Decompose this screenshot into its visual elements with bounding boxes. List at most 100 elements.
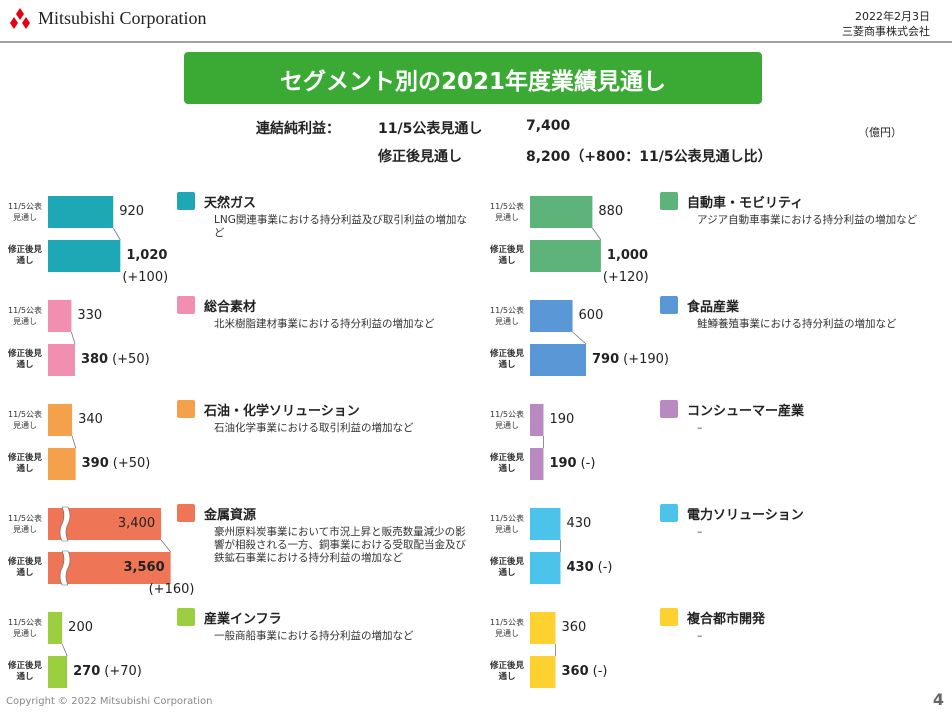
category-label: 11/5公表見通し <box>490 202 524 222</box>
summary-value: 8,200（+800：11/5公表見通し比） <box>526 149 772 165</box>
value-text: 330 <box>77 308 103 323</box>
bar <box>530 508 561 540</box>
bar <box>530 300 573 332</box>
segment-description: – <box>697 422 703 434</box>
value-label: 3,400 <box>118 516 155 531</box>
connector <box>160 539 171 553</box>
segment-description: 豪州原料炭事業において市況上昇と販売数量減少の影響が相殺される一方、銅事業におけ… <box>214 526 466 564</box>
value-text: 3,400 <box>117 516 156 531</box>
bar <box>530 196 593 228</box>
value-label: 200 <box>68 620 93 635</box>
segment-title: 産業インフラ <box>204 612 282 627</box>
value-label: 390 (+50) <box>82 456 151 471</box>
category-label: 修正後見通し <box>490 557 525 578</box>
segment-title: 金属資源 <box>204 508 257 523</box>
segment-icon <box>660 608 678 626</box>
bar <box>530 344 587 376</box>
category-label: 修正後見通し <box>490 245 525 266</box>
value-label: 340 <box>78 412 103 427</box>
summary-label: 連結純利益： <box>256 121 340 137</box>
company-jp: 三菱商事株式会社 <box>842 25 930 38</box>
segment-title: 電力ソリューション <box>687 508 804 523</box>
summary-value: 7,400 <box>526 118 571 134</box>
bar <box>530 552 561 584</box>
slide-title: セグメント別の2021年度業績見通し <box>279 69 666 95</box>
copyright: Copyright © 2022 Mitsubishi Corporation <box>6 696 213 707</box>
axis-break <box>59 506 71 542</box>
value-label: 360 (-) <box>562 664 608 679</box>
change-label: (+50) <box>112 352 150 367</box>
bar <box>530 404 544 436</box>
value-label: 190 <box>549 412 574 427</box>
segment-description: LNG関連事業における持分利益及び取引利益の増加など <box>214 214 467 239</box>
title-banner <box>184 52 762 104</box>
bar <box>48 196 114 228</box>
value-label: 1,020 <box>126 248 167 263</box>
segment-icon <box>660 400 678 418</box>
bar <box>530 612 556 644</box>
change-label: (+190) <box>623 352 670 367</box>
value-text: 430 <box>566 560 594 575</box>
segment-icon <box>177 608 195 626</box>
value-label: 270 (+70) <box>73 664 142 679</box>
value-label: 360 <box>562 620 587 635</box>
segment-title: コンシューマー産業 <box>687 404 805 419</box>
bar <box>530 240 601 272</box>
value-label: 3,560 <box>124 560 165 575</box>
value-text: 1,020 <box>126 248 168 263</box>
bar <box>48 656 68 688</box>
value-text: 360 <box>561 664 589 679</box>
value-label: 330 <box>77 308 102 323</box>
bar <box>48 448 76 480</box>
segment-icon <box>177 296 195 314</box>
date: 2022年2月3日 <box>855 10 930 23</box>
category-label: 11/5公表見通し <box>8 514 42 534</box>
category-label: 修正後見通し <box>8 453 43 474</box>
segment-title: 自動車・モビリティ <box>687 196 804 211</box>
segment-icon <box>177 192 195 210</box>
value-label: 920 <box>119 204 144 219</box>
segment-description: – <box>697 630 703 642</box>
segment-description: – <box>697 526 703 538</box>
change-label: (+50) <box>112 456 151 471</box>
segment-icon <box>660 504 678 522</box>
value-label: 430 <box>566 516 591 531</box>
value-label: 190 (-) <box>549 456 595 471</box>
segment-title: 石油・化学ソリューション <box>204 404 360 419</box>
connector <box>61 643 68 657</box>
value-label: 790 (+190) <box>592 352 669 367</box>
value-text: 380 <box>80 352 109 367</box>
segment-icon <box>177 504 195 522</box>
category-label: 11/5公表見通し <box>8 306 42 326</box>
value-text: 430 <box>566 516 592 531</box>
category-label: 修正後見通し <box>8 557 43 578</box>
connector <box>71 435 77 449</box>
bar <box>48 404 73 436</box>
value-text: 790 <box>592 352 620 367</box>
connector <box>71 331 76 345</box>
segment-description: 石油化学事業における取引利益の増加など <box>214 422 414 434</box>
value-text: 270 <box>73 664 101 679</box>
logo <box>10 8 30 29</box>
value-text: 1,000 <box>606 248 649 263</box>
change-label: (-) <box>580 456 596 471</box>
connector <box>572 331 587 345</box>
value-text: 200 <box>68 620 93 635</box>
value-text: 3,560 <box>123 560 165 575</box>
change-label: (+120) <box>602 270 649 285</box>
bar <box>48 344 75 376</box>
category-label: 11/5公表見通し <box>490 514 524 534</box>
change-label: (+100) <box>122 270 169 285</box>
value-text: 880 <box>598 204 624 219</box>
category-label: 11/5公表見通し <box>490 410 524 430</box>
bar <box>530 448 544 480</box>
unit: （億円） <box>858 126 902 139</box>
segment-icon <box>660 296 678 314</box>
category-label: 修正後見通し <box>8 349 43 370</box>
axis-break <box>59 550 71 586</box>
category-label: 修正後見通し <box>490 349 525 370</box>
value-text: 340 <box>78 412 103 427</box>
segment-description: アジア自動車事業における持分利益の増加など <box>697 214 918 226</box>
